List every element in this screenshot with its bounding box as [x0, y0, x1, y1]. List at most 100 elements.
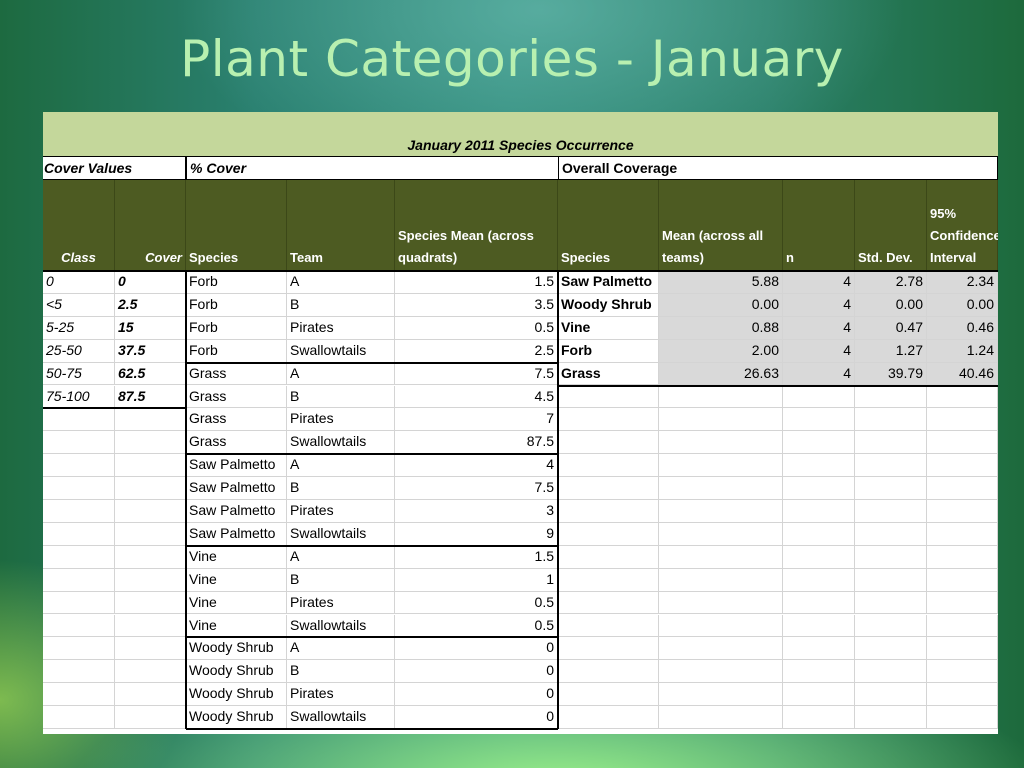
empty-cell [115, 568, 186, 592]
pct-mean-cell: 2.5 [395, 339, 558, 363]
pct-mean-cell: 7.5 [395, 477, 558, 500]
empty-cell [558, 431, 659, 455]
sheet-title: January 2011 Species Occurrence [43, 112, 998, 156]
pct-team-cell: B [287, 293, 395, 317]
empty-cell [558, 660, 659, 684]
pct-team-cell: Pirates [287, 591, 395, 615]
empty-cell [43, 660, 115, 684]
empty-cell [558, 477, 659, 500]
pct-mean-cell: 7.5 [395, 362, 558, 386]
empty-cell [659, 568, 783, 592]
cover-cover-cell: 2.5 [115, 293, 186, 317]
overall-n-cell: 4 [783, 271, 855, 294]
pct-team-cell: B [287, 660, 395, 684]
header-bottom-border [43, 270, 998, 272]
empty-cell [43, 545, 115, 569]
overall-n-cell: 4 [783, 339, 855, 363]
empty-cell [43, 522, 115, 546]
empty-cell [855, 660, 927, 684]
header-cover: Cover [115, 180, 186, 271]
empty-cell [115, 614, 186, 638]
pct-species-cell: Grass [186, 408, 287, 432]
empty-cell [659, 660, 783, 684]
empty-cell [115, 660, 186, 684]
empty-cell [927, 706, 998, 729]
cover-class-cell: 25-50 [43, 339, 115, 363]
cover-class-cell: 50-75 [43, 362, 115, 386]
empty-cell [855, 637, 927, 661]
empty-cell [783, 500, 855, 523]
empty-cell [558, 568, 659, 592]
spreadsheet: January 2011 Species Occurrence Cover Va… [43, 112, 998, 734]
pct-species-cell: Saw Palmetto [186, 500, 287, 523]
empty-cell [855, 385, 927, 409]
header-team: Team [287, 180, 395, 271]
cover-class-cell: <5 [43, 293, 115, 317]
header-overall-species: Species [558, 180, 659, 271]
empty-cell [43, 706, 115, 729]
overall-n-cell: 4 [783, 293, 855, 317]
cover-cover-cell: 15 [115, 316, 186, 340]
overall-std-cell: 1.27 [855, 339, 927, 363]
empty-cell [783, 385, 855, 409]
empty-cell [659, 614, 783, 638]
pct-species-cell: Vine [186, 568, 287, 592]
overall-n-cell: 4 [783, 362, 855, 386]
empty-cell [855, 568, 927, 592]
overall-std-cell: 39.79 [855, 362, 927, 386]
empty-cell [855, 614, 927, 638]
empty-cell [659, 454, 783, 478]
empty-cell [558, 385, 659, 409]
empty-cell [927, 431, 998, 455]
empty-cell [43, 431, 115, 455]
empty-cell [855, 431, 927, 455]
overall-species-cell: Woody Shrub [558, 293, 659, 317]
empty-cell [115, 545, 186, 569]
empty-cell [927, 385, 998, 409]
empty-cell [659, 545, 783, 569]
pct-block-right-border [557, 271, 559, 729]
pct-block-left-border [185, 408, 187, 729]
empty-cell [783, 637, 855, 661]
empty-cell [783, 477, 855, 500]
pct-species-cell: Woody Shrub [186, 683, 287, 707]
pct-mean-cell: 7 [395, 408, 558, 432]
pct-mean-cell: 4 [395, 454, 558, 478]
cover-block-right-border [185, 271, 187, 409]
empty-cell [855, 545, 927, 569]
empty-cell [115, 431, 186, 455]
empty-cell [927, 500, 998, 523]
pct-species-cell: Vine [186, 614, 287, 638]
slide-title: Plant Categories - January [180, 30, 844, 88]
pct-team-cell: Pirates [287, 316, 395, 340]
empty-cell [927, 683, 998, 707]
empty-cell [855, 706, 927, 729]
group-cover-values: Cover Values [43, 156, 186, 180]
pct-team-cell: A [287, 271, 395, 294]
empty-cell [927, 454, 998, 478]
pct-team-cell: Swallowtails [287, 614, 395, 638]
pct-mean-cell: 3.5 [395, 293, 558, 317]
overall-species-cell: Vine [558, 316, 659, 340]
pct-team-cell: Pirates [287, 408, 395, 432]
pct-species-cell: Woody Shrub [186, 706, 287, 729]
empty-cell [783, 706, 855, 729]
pct-mean-cell: 0.5 [395, 316, 558, 340]
overall-mean-cell: 0.88 [659, 316, 783, 340]
pct-species-cell: Vine [186, 591, 287, 615]
pct-team-cell: Swallowtails [287, 339, 395, 363]
pct-mean-cell: 0.5 [395, 614, 558, 638]
empty-cell [115, 477, 186, 500]
empty-cell [43, 683, 115, 707]
pct-mean-cell: 9 [395, 522, 558, 546]
empty-cell [659, 683, 783, 707]
header-n: n [783, 180, 855, 271]
overall-mean-cell: 0.00 [659, 293, 783, 317]
pct-mean-cell: 1.5 [395, 271, 558, 294]
pct-team-cell: B [287, 477, 395, 500]
empty-cell [783, 545, 855, 569]
pct-species-cell: Grass [186, 362, 287, 386]
pct-species-cell: Grass [186, 385, 287, 409]
species-group-border [186, 453, 558, 456]
empty-cell [558, 637, 659, 661]
